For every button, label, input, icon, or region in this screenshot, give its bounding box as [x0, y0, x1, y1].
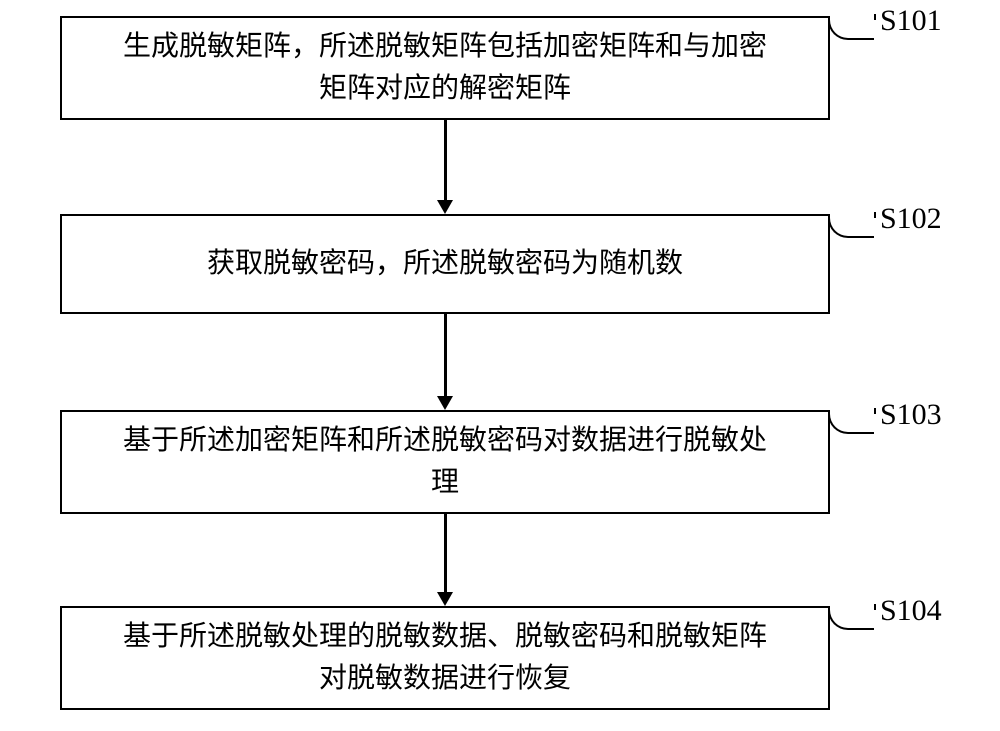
step-label-s101: S101: [880, 4, 942, 38]
arrow-line: [444, 314, 447, 396]
step-box-s103: 基于所述加密矩阵和所述脱敏密码对数据进行脱敏处 理: [60, 410, 830, 514]
step-text: 获取脱敏密码，所述脱敏密码为随机数: [207, 243, 683, 285]
step-text: 生成脱敏矩阵，所述脱敏矩阵包括加密矩阵和与加密 矩阵对应的解密矩阵: [123, 26, 767, 110]
arrow-head-icon: [437, 396, 453, 410]
arrow-line: [444, 120, 447, 200]
label-connector: [828, 606, 874, 630]
arrow-head-icon: [437, 200, 453, 214]
step-text: 基于所述加密矩阵和所述脱敏密码对数据进行脱敏处 理: [123, 420, 767, 504]
label-connector: [828, 214, 874, 238]
arrow-head-icon: [437, 592, 453, 606]
step-label-s103: S103: [880, 398, 942, 432]
label-connector: [828, 410, 874, 434]
step-label-s104: S104: [880, 594, 942, 628]
step-box-s102: 获取脱敏密码，所述脱敏密码为随机数: [60, 214, 830, 314]
step-box-s104: 基于所述脱敏处理的脱敏数据、脱敏密码和脱敏矩阵 对脱敏数据进行恢复: [60, 606, 830, 710]
arrow-line: [444, 514, 447, 592]
label-connector: [828, 16, 874, 40]
step-box-s101: 生成脱敏矩阵，所述脱敏矩阵包括加密矩阵和与加密 矩阵对应的解密矩阵: [60, 16, 830, 120]
step-label-s102: S102: [880, 202, 942, 236]
step-text: 基于所述脱敏处理的脱敏数据、脱敏密码和脱敏矩阵 对脱敏数据进行恢复: [123, 616, 767, 700]
